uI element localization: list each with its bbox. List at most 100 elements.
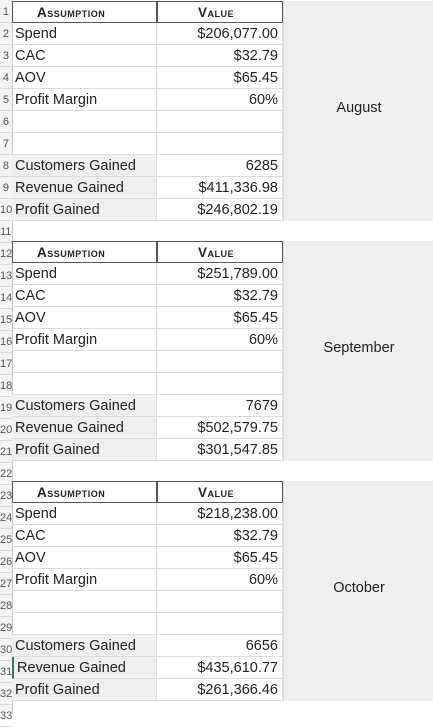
margin-value[interactable]: 60% xyxy=(157,329,283,351)
row-number[interactable]: 20 xyxy=(0,419,12,441)
month-panel[interactable]: September xyxy=(283,241,433,461)
row-number[interactable]: 23 xyxy=(0,485,12,507)
row-number[interactable]: 8 xyxy=(0,155,12,177)
row-number[interactable]: 25 xyxy=(0,529,12,551)
empty-cell[interactable] xyxy=(12,133,157,155)
row-number[interactable]: 2 xyxy=(0,23,12,45)
revenue-label[interactable]: Revenue Gained xyxy=(12,417,157,439)
revenue-value[interactable]: $502,579.75 xyxy=(157,417,283,439)
spend-label[interactable]: Spend xyxy=(12,23,157,45)
empty-cell[interactable] xyxy=(157,111,283,133)
row-number[interactable]: 5 xyxy=(0,89,12,111)
row-number[interactable]: 24 xyxy=(0,507,12,529)
row-number[interactable]: 3 xyxy=(0,45,12,67)
revenue-value[interactable]: $435,610.77 xyxy=(157,657,283,679)
spend-label[interactable]: Spend xyxy=(12,263,157,285)
profit-value[interactable]: $301,547.85 xyxy=(157,439,283,461)
empty-cell[interactable] xyxy=(157,613,283,635)
month-panel[interactable]: October xyxy=(283,481,433,701)
customers-value[interactable]: 6285 xyxy=(157,155,283,177)
empty-cell[interactable] xyxy=(157,591,283,613)
month-label: September xyxy=(323,340,395,356)
header-value[interactable]: Value xyxy=(157,481,283,503)
row-number[interactable]: 29 xyxy=(0,617,12,639)
row-number[interactable]: 12 xyxy=(0,243,12,265)
header-assumption[interactable]: Assumption xyxy=(12,481,157,503)
aov-label[interactable]: AOV xyxy=(12,307,157,329)
row-number[interactable]: 32 xyxy=(0,683,12,705)
row-number[interactable]: 26 xyxy=(0,551,12,573)
row-number[interactable]: 17 xyxy=(0,353,12,375)
spend-value[interactable]: $206,077.00 xyxy=(157,23,283,45)
empty-cell[interactable] xyxy=(157,351,283,373)
cac-value[interactable]: $32.79 xyxy=(157,525,283,547)
row-number[interactable]: 31 xyxy=(0,661,12,683)
row-number[interactable]: 13 xyxy=(0,265,12,287)
empty-cell[interactable] xyxy=(12,613,157,635)
revenue-label[interactable]: Revenue Gained xyxy=(12,657,157,679)
header-value[interactable]: Value xyxy=(157,241,283,263)
row-number[interactable]: 1 xyxy=(0,1,12,23)
cac-value[interactable]: $32.79 xyxy=(157,285,283,307)
customers-label[interactable]: Customers Gained xyxy=(12,395,157,417)
profit-label[interactable]: Profit Gained xyxy=(12,679,157,701)
customers-label[interactable]: Customers Gained xyxy=(12,635,157,657)
empty-cell[interactable] xyxy=(12,373,157,395)
profit-label[interactable]: Profit Gained xyxy=(12,199,157,221)
row-header-gutter xyxy=(0,0,13,714)
month-label: August xyxy=(336,100,382,116)
customers-value[interactable]: 7679 xyxy=(157,395,283,417)
month-label: October xyxy=(333,580,385,596)
row-number[interactable]: 15 xyxy=(0,309,12,331)
row-number[interactable]: 18 xyxy=(0,375,12,397)
empty-cell[interactable] xyxy=(157,373,283,395)
empty-cell[interactable] xyxy=(12,591,157,613)
cac-label[interactable]: CAC xyxy=(12,285,157,307)
row-number[interactable]: 10 xyxy=(0,199,12,221)
empty-cell[interactable] xyxy=(157,133,283,155)
row-number[interactable]: 7 xyxy=(0,133,12,155)
aov-label[interactable]: AOV xyxy=(12,547,157,569)
empty-cell[interactable] xyxy=(12,111,157,133)
row-number[interactable]: 22 xyxy=(0,463,12,485)
customers-label[interactable]: Customers Gained xyxy=(12,155,157,177)
row-number[interactable]: 9 xyxy=(0,177,12,199)
row-number[interactable]: 27 xyxy=(0,573,12,595)
row-number[interactable]: 4 xyxy=(0,67,12,89)
cac-value[interactable]: $32.79 xyxy=(157,45,283,67)
row-number[interactable]: 30 xyxy=(0,639,12,661)
header-assumption[interactable]: Assumption xyxy=(12,241,157,263)
row-number[interactable]: 6 xyxy=(0,111,12,133)
spend-value[interactable]: $251,789.00 xyxy=(157,263,283,285)
revenue-value[interactable]: $411,336.98 xyxy=(157,177,283,199)
aov-value[interactable]: $65.45 xyxy=(157,547,283,569)
margin-value[interactable]: 60% xyxy=(157,569,283,591)
spend-label[interactable]: Spend xyxy=(12,503,157,525)
row-number[interactable]: 28 xyxy=(0,595,12,617)
header-value[interactable]: Value xyxy=(157,1,283,23)
profit-value[interactable]: $261,366.46 xyxy=(157,679,283,701)
profit-label[interactable]: Profit Gained xyxy=(12,439,157,461)
aov-value[interactable]: $65.45 xyxy=(157,307,283,329)
cac-label[interactable]: CAC xyxy=(12,525,157,547)
row-number[interactable]: 16 xyxy=(0,331,12,353)
margin-label[interactable]: Profit Margin xyxy=(12,569,157,591)
empty-cell[interactable] xyxy=(12,351,157,373)
row-number[interactable]: 19 xyxy=(0,397,12,419)
revenue-label[interactable]: Revenue Gained xyxy=(12,177,157,199)
aov-value[interactable]: $65.45 xyxy=(157,67,283,89)
row-number[interactable]: 33 xyxy=(0,705,12,727)
header-assumption[interactable]: Assumption xyxy=(12,1,157,23)
spend-value[interactable]: $218,238.00 xyxy=(157,503,283,525)
row-number[interactable]: 14 xyxy=(0,287,12,309)
row-number[interactable]: 21 xyxy=(0,441,12,463)
cac-label[interactable]: CAC xyxy=(12,45,157,67)
customers-value[interactable]: 6656 xyxy=(157,635,283,657)
profit-value[interactable]: $246,802.19 xyxy=(157,199,283,221)
margin-value[interactable]: 60% xyxy=(157,89,283,111)
margin-label[interactable]: Profit Margin xyxy=(12,329,157,351)
margin-label[interactable]: Profit Margin xyxy=(12,89,157,111)
row-number[interactable]: 11 xyxy=(0,221,12,243)
month-panel[interactable]: August xyxy=(283,1,433,221)
aov-label[interactable]: AOV xyxy=(12,67,157,89)
